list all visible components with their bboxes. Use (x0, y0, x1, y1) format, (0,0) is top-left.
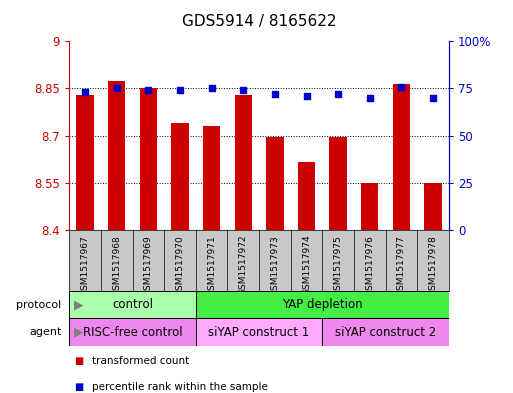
Text: protocol: protocol (16, 299, 62, 310)
Text: GSM1517972: GSM1517972 (239, 235, 248, 296)
Text: GSM1517973: GSM1517973 (270, 235, 280, 296)
Bar (266, 137, 284, 230)
Text: ■: ■ (74, 382, 84, 392)
Text: control: control (112, 298, 153, 311)
Bar (329, 137, 347, 230)
Bar (196, 291, 449, 318)
Text: agent: agent (29, 327, 62, 337)
Bar (196, 318, 322, 346)
Text: RISC-free control: RISC-free control (83, 325, 182, 339)
Text: GSM1517967: GSM1517967 (81, 235, 90, 296)
Text: percentile rank within the sample: percentile rank within the sample (92, 382, 268, 392)
Text: GSM1517978: GSM1517978 (428, 235, 438, 296)
Point (113, 85, 121, 92)
Bar (171, 123, 189, 230)
Bar (424, 183, 442, 230)
Point (239, 87, 247, 94)
Point (366, 95, 374, 101)
Text: GSM1517975: GSM1517975 (333, 235, 343, 296)
Bar (203, 126, 220, 230)
Bar (322, 318, 449, 346)
Point (271, 91, 279, 97)
Text: GSM1517968: GSM1517968 (112, 235, 121, 296)
Text: GSM1517974: GSM1517974 (302, 235, 311, 296)
Text: GSM1517971: GSM1517971 (207, 235, 216, 296)
Text: transformed count: transformed count (92, 356, 190, 365)
Text: GSM1517969: GSM1517969 (144, 235, 153, 296)
Text: GDS5914 / 8165622: GDS5914 / 8165622 (182, 14, 337, 29)
Point (176, 87, 184, 94)
Point (81, 89, 89, 95)
Text: GSM1517976: GSM1517976 (365, 235, 374, 296)
Bar (69, 318, 196, 346)
Point (207, 85, 215, 92)
Point (429, 95, 437, 101)
Text: GSM1517977: GSM1517977 (397, 235, 406, 296)
Point (397, 83, 405, 90)
Text: ▶: ▶ (74, 298, 84, 311)
Text: YAP depletion: YAP depletion (282, 298, 363, 311)
Text: siYAP construct 2: siYAP construct 2 (335, 325, 436, 339)
Text: ▶: ▶ (74, 325, 84, 339)
Text: GSM1517970: GSM1517970 (175, 235, 185, 296)
Bar (234, 95, 252, 230)
Bar (393, 84, 410, 230)
Text: ■: ■ (74, 356, 84, 365)
Point (334, 91, 342, 97)
Point (302, 93, 310, 99)
Bar (298, 162, 315, 230)
Bar (361, 183, 379, 230)
Bar (140, 88, 157, 230)
Point (144, 87, 152, 94)
Bar (108, 81, 125, 230)
Bar (69, 291, 196, 318)
Bar (76, 95, 94, 230)
Text: siYAP construct 1: siYAP construct 1 (208, 325, 310, 339)
